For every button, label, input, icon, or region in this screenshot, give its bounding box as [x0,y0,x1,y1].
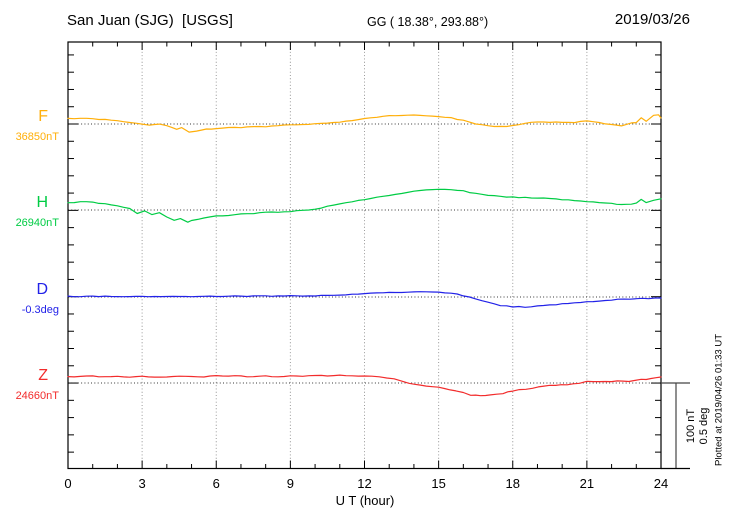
channel-letter-H: H [36,194,48,211]
x-tick-label-0: 0 [64,476,72,491]
hour-ticks [92,42,637,469]
station-title: San Juan (SJG) [USGS] [67,12,233,29]
scalebar-deg-label: 0.5 deg [698,407,710,445]
trace-F [67,114,662,133]
channel-baseline-F: 36850nT [15,131,59,143]
scalebar-nt-label: 100 nT [685,408,697,444]
x-tick-label-9: 9 [286,476,294,491]
x-tick-label-18: 18 [505,476,520,491]
plot-frame [67,41,662,470]
scale-bar [661,382,690,470]
trace-H [67,188,662,223]
gridlines [141,42,588,469]
channel-baseline-Z: 24660nT [15,390,59,402]
x-tick-label-3: 3 [138,476,146,491]
plot-date: 2019/03/26 [614,11,690,28]
x-tick-label-21: 21 [579,476,595,491]
x-tick-label-15: 15 [431,476,446,491]
trace-Z [67,374,662,397]
channel-baseline-D: -0.3deg [21,304,59,316]
plotted-at-note: Plotted at 2019/04/26 01:33 UT [713,333,725,467]
geographic-coords: GG ( 18.38°, 293.88°) [367,15,489,29]
x-axis-title: U T (hour) [335,493,395,508]
channel-letter-F: F [38,108,48,125]
x-tick-label-12: 12 [357,476,372,491]
x-tick-label-24: 24 [653,476,669,491]
channel-baseline-H: 26940nT [15,217,59,229]
x-tick-label-6: 6 [212,476,220,491]
channel-letter-D: D [36,281,48,298]
scale-ticks [68,54,661,453]
channel-letter-Z: Z [38,367,48,384]
trace-D [67,291,662,308]
